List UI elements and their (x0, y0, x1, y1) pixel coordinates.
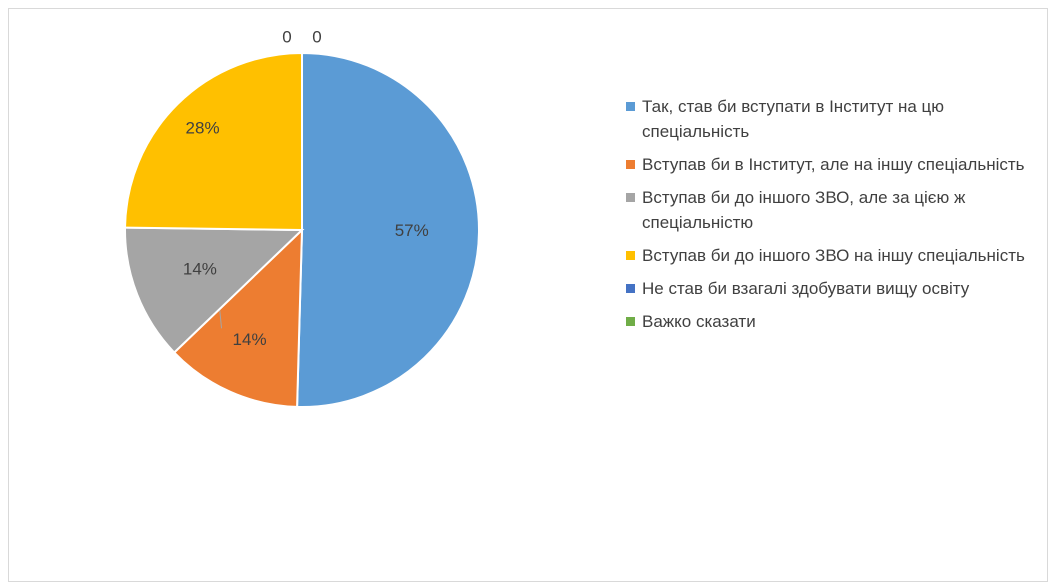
legend-swatch (626, 160, 635, 169)
legend-swatch (626, 317, 635, 326)
legend: Так, став би вступати в Інститут на цю с… (626, 94, 1046, 342)
legend-swatch (626, 102, 635, 111)
pie-slice (124, 226, 305, 354)
legend-label: Вступав би до іншого ЗВО на іншу спеціал… (642, 246, 1025, 265)
pie-slice (172, 227, 304, 408)
legend-item: Вступав би до іншого ЗВО на іншу спеціал… (626, 243, 1032, 268)
legend-label: Важко сказати (642, 312, 756, 331)
legend-item: Вступав би в Інститут, але на іншу спеці… (626, 152, 1032, 177)
data-label: 14% (233, 330, 267, 349)
data-label: 0 (282, 27, 291, 46)
data-label: 57% (395, 221, 429, 240)
pie-slice (124, 51, 303, 232)
legend-label: Не став би взагалі здобувати вищу освіту (642, 279, 970, 298)
legend-swatch (626, 284, 635, 293)
legend-item: Не став би взагалі здобувати вищу освіту (626, 276, 1032, 301)
data-label: 14% (183, 260, 217, 279)
legend-item: Вступав би до іншого ЗВО, але за цією ж … (626, 185, 1032, 235)
leader-line (219, 308, 223, 329)
legend-label: Так, став би вступати в Інститут на цю с… (642, 97, 945, 141)
legend-swatch (626, 193, 635, 202)
chart-border (8, 8, 1048, 582)
data-label: 0 (312, 27, 321, 46)
legend-swatch (626, 251, 635, 260)
legend-item: Так, став би вступати в Інститут на цю с… (626, 94, 1032, 144)
legend-label: Вступав би в Інститут, але на іншу спеці… (642, 155, 1025, 174)
legend-label: Вступав би до іншого ЗВО, але за цією ж … (642, 188, 966, 232)
pie-slice (296, 51, 480, 408)
data-label: 28% (186, 119, 220, 138)
legend-item: Важко сказати (626, 309, 1032, 334)
